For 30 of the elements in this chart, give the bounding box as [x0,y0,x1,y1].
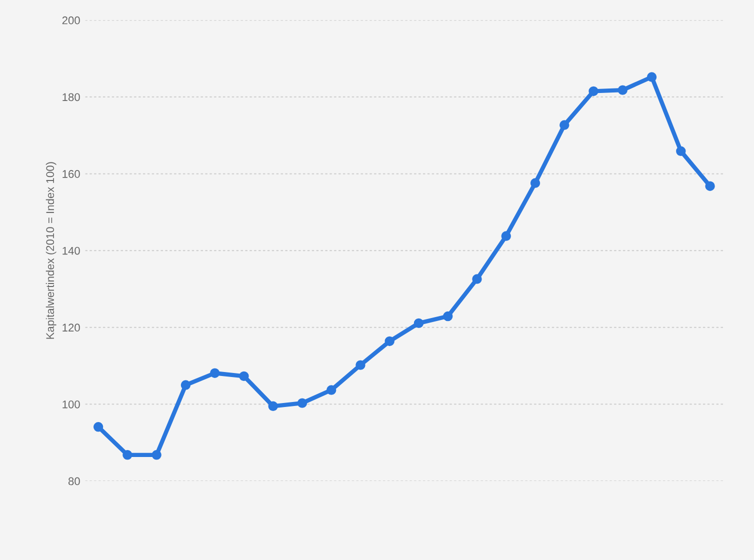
y-axis-title: Kapitalwertindex (2010 = Index 100) [46,162,56,339]
point [472,274,482,284]
point [122,450,132,460]
point [530,178,540,188]
point [501,231,511,241]
point [646,72,657,82]
y-tick-label: 160 [62,170,80,178]
y-tick-label: 120 [62,324,80,332]
point [414,318,424,328]
point [676,146,686,156]
point [560,120,570,130]
point [356,360,366,370]
y-tick-label: 180 [62,93,80,102]
point [443,311,453,322]
point [705,181,715,191]
point [93,422,104,432]
point [326,385,336,395]
y-tick-label: 80 [68,477,80,486]
point [180,380,191,390]
point [297,398,308,408]
y-tick-label: 200 [62,16,80,24]
y-tick-label: 140 [62,246,80,255]
y-tick-label: 100 [62,400,80,408]
point [239,371,249,382]
point [210,368,220,378]
point [152,450,162,460]
point [588,86,598,96]
point [618,85,628,95]
point [384,336,394,346]
point [268,401,278,412]
